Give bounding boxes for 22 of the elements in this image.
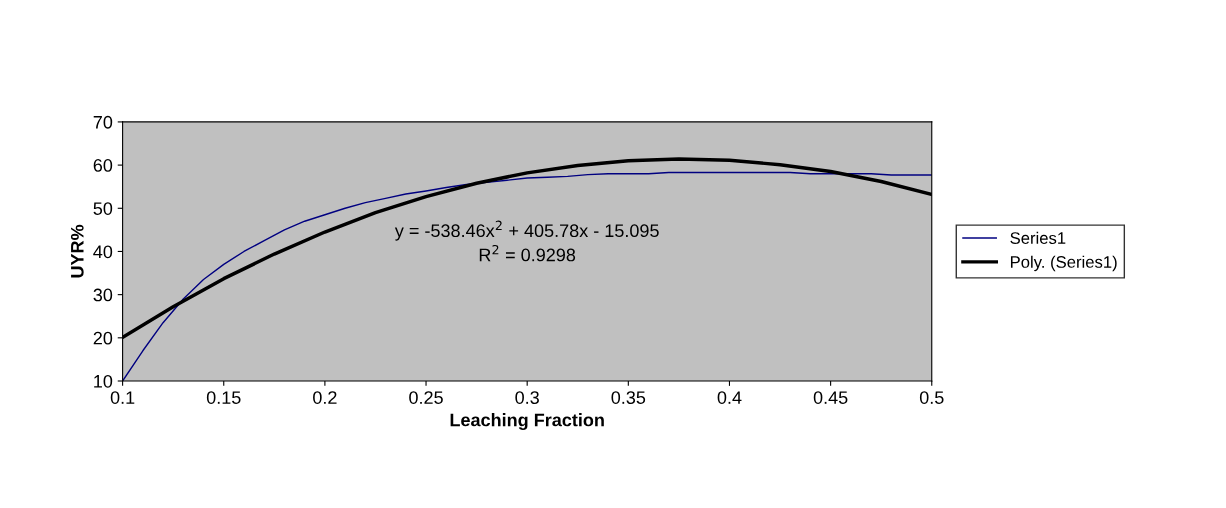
x-tick-label: 0.4 [717, 391, 742, 404]
x-tick-label: 0.5 [919, 391, 944, 404]
x-tick-label: 0.25 [409, 391, 443, 404]
y-tick-label: 50 [93, 202, 113, 215]
y-tick-label: 20 [93, 331, 113, 345]
x-tick-label: 0.2 [313, 391, 337, 404]
y-tick-label: 60 [93, 159, 113, 172]
legend-label: Series1 [1010, 231, 1066, 244]
x-tick-label: 0.15 [206, 391, 241, 404]
y-tick-label: 30 [93, 288, 113, 302]
y-tick-label: 40 [93, 245, 113, 259]
y-axis-title: UYR% [70, 224, 84, 278]
y-tick-label: 70 [93, 115, 113, 129]
x-tick-label: 0.35 [611, 391, 646, 404]
annotation: R$^{2}$ = 0.9298 [479, 244, 576, 262]
x-axis-title: Leaching Fraction [450, 413, 604, 431]
y-tick-label: 10 [94, 374, 113, 388]
x-tick-label: 0.3 [515, 391, 539, 404]
x-tick-label: 0.1 [110, 391, 135, 404]
annotation: y = -538.46x$^{2}$ + 405.78x - 15.095 [394, 220, 659, 241]
legend-label: Poly. (Series1) [1010, 255, 1117, 272]
x-tick-label: 0.45 [813, 391, 848, 404]
